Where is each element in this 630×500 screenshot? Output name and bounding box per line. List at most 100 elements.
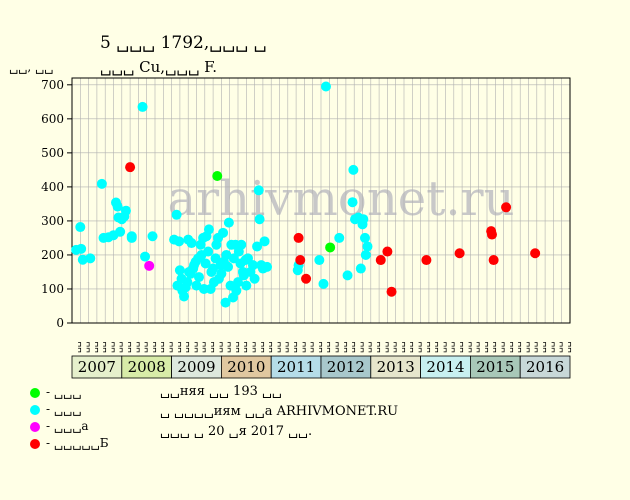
month-label: ␣␣ <box>379 341 389 353</box>
data-point <box>126 231 137 242</box>
data-point <box>220 297 231 308</box>
month-label: ␣␣ <box>122 341 132 353</box>
month-label: ␣␣ <box>147 341 157 353</box>
month-label: ␣␣ <box>520 341 530 353</box>
data-point <box>112 201 123 212</box>
month-label: ␣␣ <box>97 341 107 353</box>
year-label: 2007 <box>78 358 116 376</box>
month-label: ␣␣ <box>172 341 182 353</box>
data-point <box>320 81 331 92</box>
month-label: ␣␣ <box>437 341 447 353</box>
data-point <box>85 253 96 264</box>
month-label: ␣␣ <box>321 341 331 353</box>
year-label: 2011 <box>277 358 315 376</box>
data-point <box>501 202 512 213</box>
month-label: ␣␣ <box>329 341 339 353</box>
data-point <box>174 236 185 247</box>
y-tick-label: 400 <box>41 180 64 194</box>
month-label: ␣␣ <box>471 341 481 353</box>
month-label: ␣␣ <box>388 341 398 353</box>
year-label: 2009 <box>177 358 215 376</box>
month-label: ␣␣ <box>545 341 555 353</box>
data-point <box>348 164 359 175</box>
data-point <box>75 222 86 233</box>
data-point <box>203 246 214 257</box>
data-point <box>233 277 243 288</box>
month-label: ␣␣ <box>487 341 497 353</box>
month-label: ␣␣ <box>313 341 323 353</box>
month-label: ␣␣ <box>163 341 173 353</box>
data-point <box>223 217 234 228</box>
data-point <box>530 248 541 259</box>
month-label: ␣␣ <box>105 341 115 353</box>
data-point <box>325 242 336 253</box>
data-point <box>147 231 158 242</box>
month-label: ␣␣ <box>446 341 456 353</box>
month-label: ␣␣ <box>462 341 472 353</box>
year-label: 2015 <box>476 358 514 376</box>
note-average: ␣␣няя ␣␣ 193 ␣␣ <box>160 384 282 399</box>
data-point <box>488 255 499 266</box>
legend-label: - ␣␣␣а <box>46 419 89 433</box>
month-label: ␣␣ <box>197 341 207 353</box>
data-point <box>360 249 371 260</box>
month-label: ␣␣ <box>89 341 99 353</box>
data-point <box>421 255 432 266</box>
month-label: ␣␣ <box>537 341 547 353</box>
data-point <box>179 291 190 302</box>
data-point <box>137 101 148 112</box>
legend-item: - ␣␣␣␣␣Б <box>30 435 109 451</box>
legend-label: - ␣␣␣␣␣Б <box>46 436 109 450</box>
legend-item: - ␣␣␣ <box>30 401 81 417</box>
month-label: ␣␣ <box>280 341 290 353</box>
month-label: ␣␣ <box>421 341 431 353</box>
month-label: ␣␣ <box>554 341 564 353</box>
month-label: ␣␣ <box>263 341 273 353</box>
month-label: ␣␣ <box>213 341 223 353</box>
data-point <box>212 171 223 181</box>
data-point <box>252 241 263 252</box>
chart-title-line1: 5 ␣␣␣ 1792,␣␣␣ ␣ <box>100 33 267 53</box>
month-label: ␣␣ <box>130 341 140 353</box>
data-point <box>203 224 214 235</box>
data-point <box>115 226 126 237</box>
year-label: 2010 <box>227 358 265 376</box>
data-point <box>200 258 211 269</box>
data-point <box>314 255 325 266</box>
data-point <box>140 251 151 262</box>
legend-item: - ␣␣␣ <box>30 384 81 400</box>
note-source: ␣ ␣␣␣␣иям ␣␣а ARHIVMONET.RU <box>160 404 399 419</box>
month-label: ␣␣ <box>396 341 406 353</box>
month-label: ␣␣ <box>230 341 240 353</box>
data-point <box>216 268 227 279</box>
data-point <box>247 260 258 271</box>
data-point <box>236 239 247 250</box>
month-label: ␣␣ <box>429 341 439 353</box>
data-point <box>386 286 397 297</box>
month-label: ␣␣ <box>305 341 315 353</box>
data-point <box>193 272 204 283</box>
year-box <box>519 355 571 379</box>
data-point <box>358 214 369 225</box>
data-point <box>486 229 497 240</box>
data-point <box>262 261 273 272</box>
data-point <box>253 185 264 196</box>
data-point <box>191 280 202 291</box>
month-label: ␣␣ <box>139 341 149 353</box>
legend-label: - ␣␣␣ <box>46 385 82 399</box>
month-label: ␣␣ <box>529 341 539 353</box>
month-label: ␣␣ <box>479 341 489 353</box>
month-label: ␣␣ <box>504 341 514 353</box>
data-point <box>223 261 234 272</box>
data-point <box>293 232 304 243</box>
data-point <box>77 254 88 265</box>
month-label: ␣␣ <box>114 341 124 353</box>
data-point <box>355 263 366 274</box>
month-label: ␣␣ <box>404 341 414 353</box>
data-point <box>375 255 386 266</box>
month-label: ␣␣ <box>180 341 190 353</box>
legend-marker <box>30 404 40 415</box>
data-point <box>208 263 219 274</box>
month-label: ␣␣ <box>495 341 505 353</box>
